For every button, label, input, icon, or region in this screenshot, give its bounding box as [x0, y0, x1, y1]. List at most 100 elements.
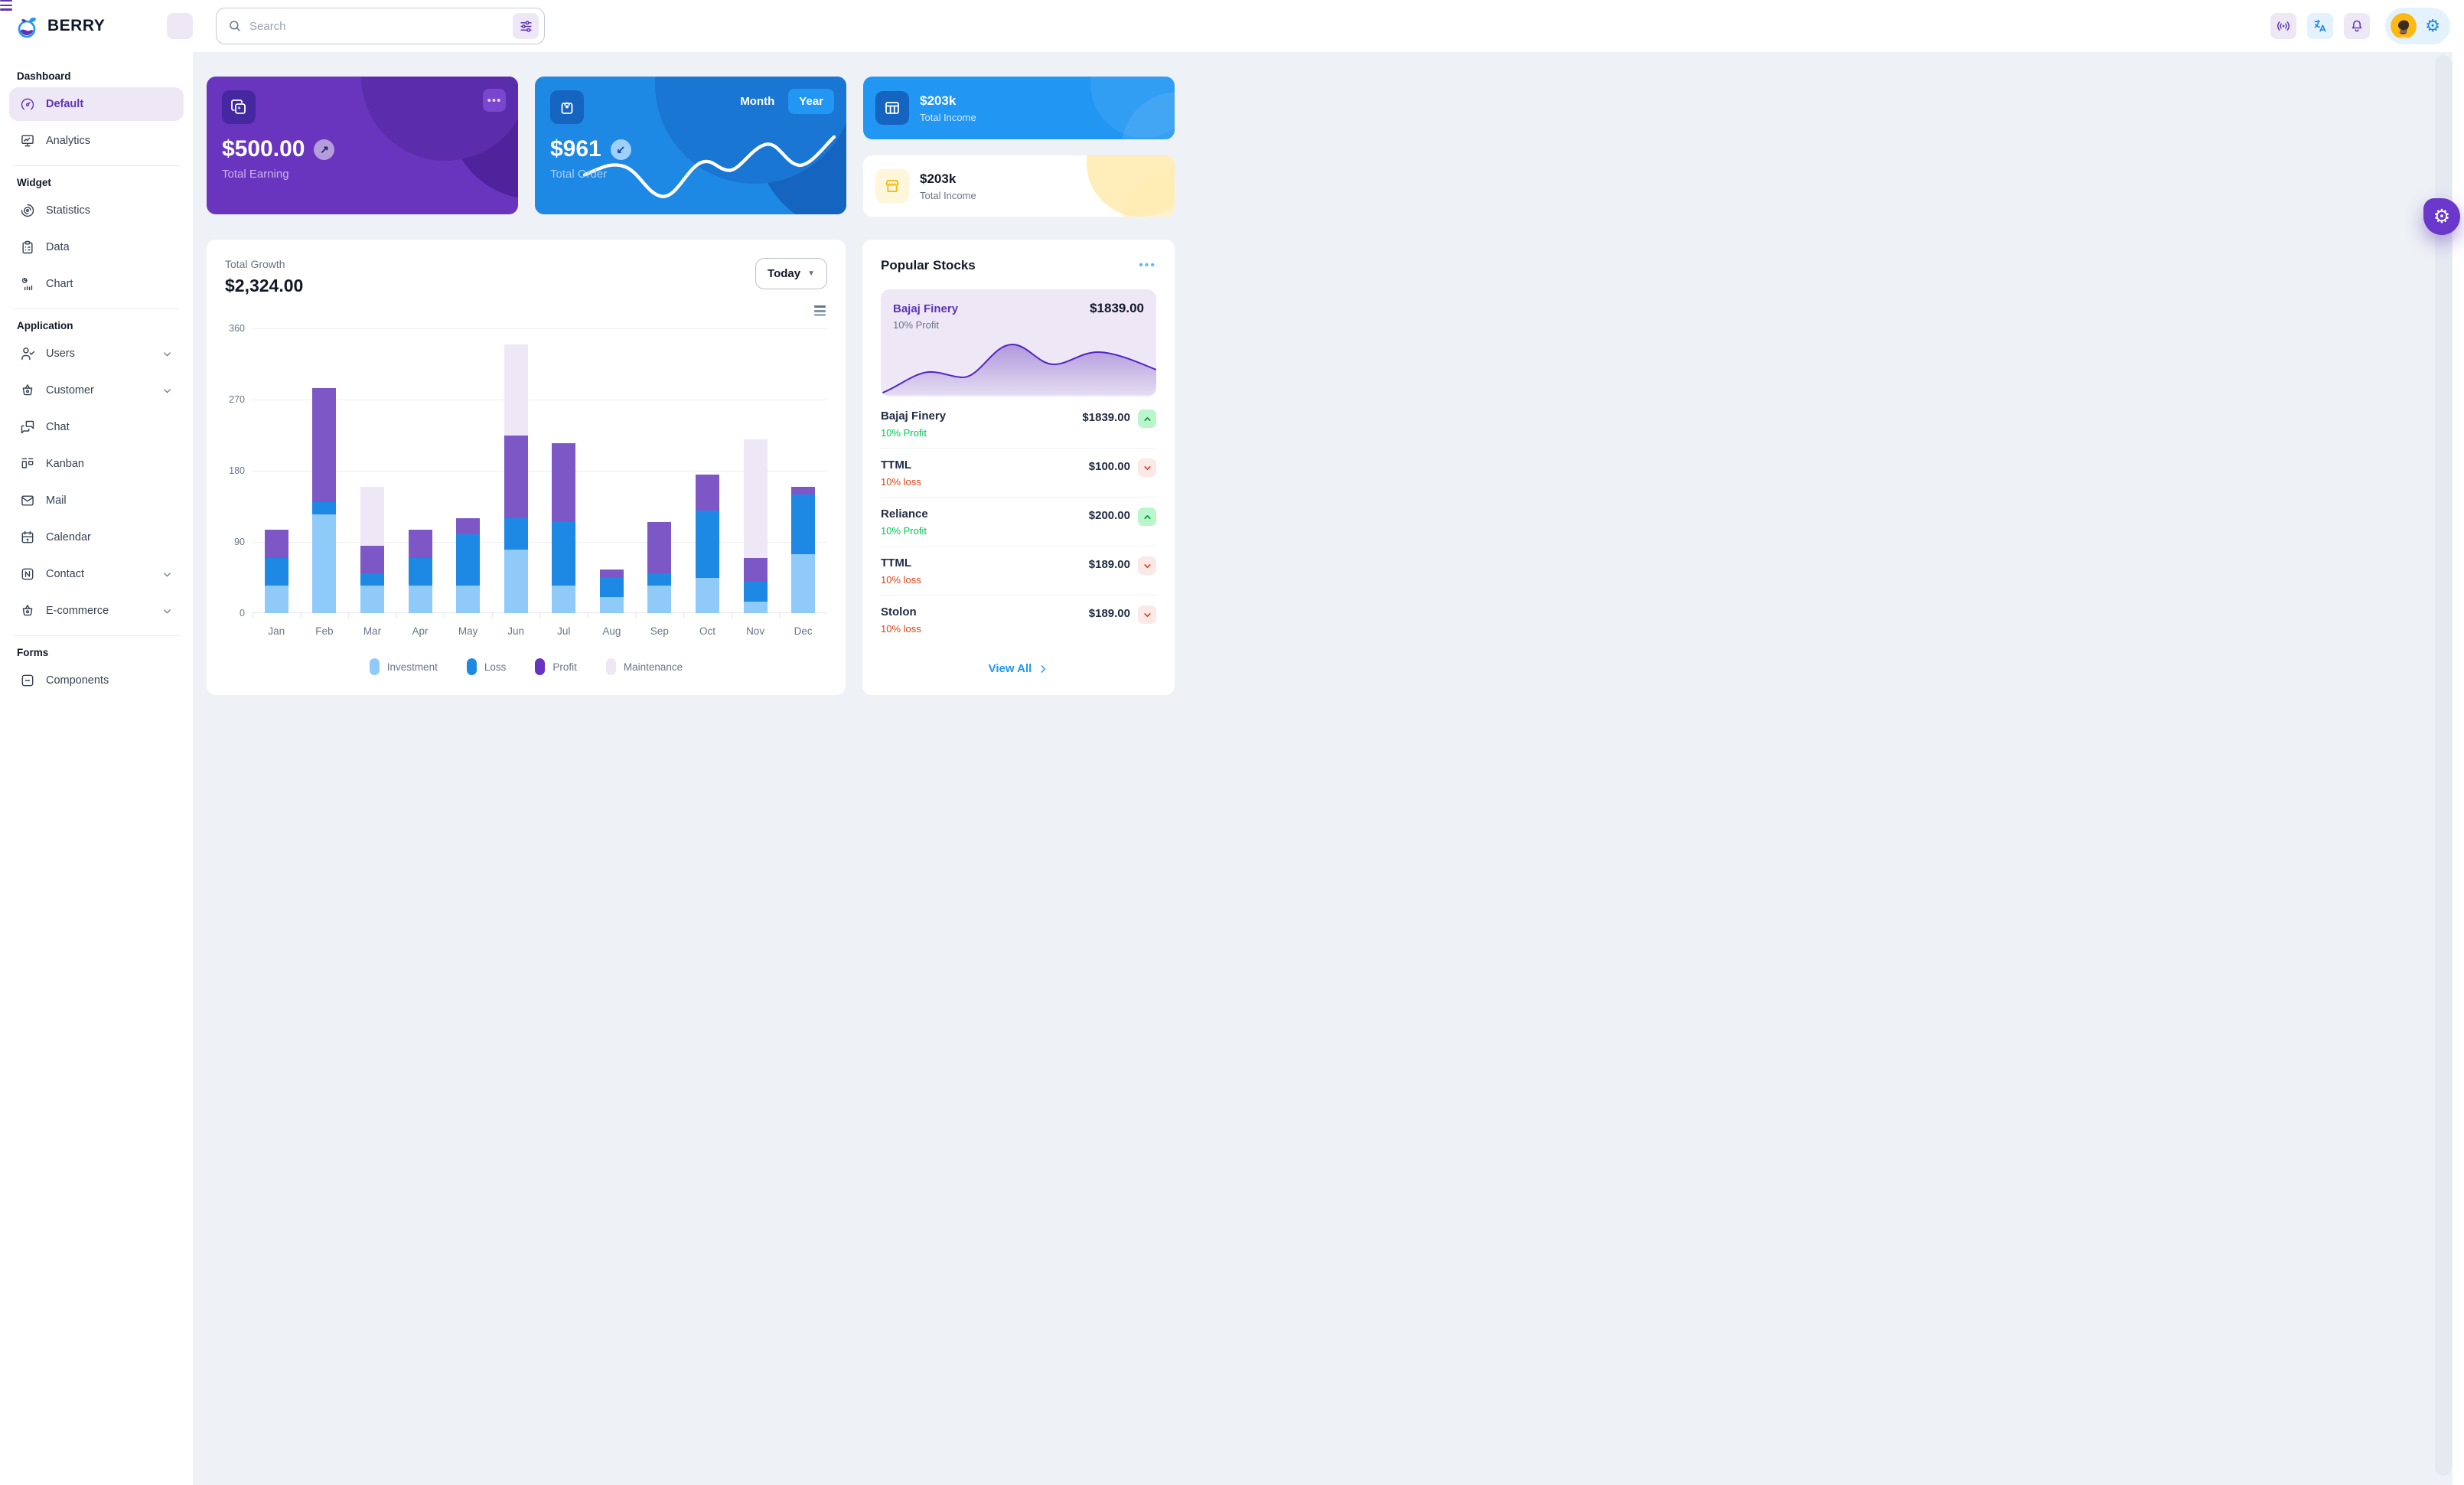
stock-row-ttml[interactable]: TTML 10% loss $189.00	[881, 547, 1156, 596]
income-label: Total Income	[920, 111, 976, 123]
chevron-down-icon	[161, 605, 173, 617]
earning-more-button[interactable]: •••	[483, 89, 506, 112]
featured-stock-card[interactable]: Bajaj Finery $1839.00 10% Profit	[881, 289, 1156, 397]
chart-menu-button[interactable]	[814, 305, 826, 316]
sidebar-item-analytics[interactable]: Analytics	[9, 124, 184, 158]
bar-segment-investment	[599, 597, 624, 613]
x-tick-label: Aug	[602, 625, 621, 637]
y-tick-label: 180	[229, 465, 245, 476]
sidebar-item-contact[interactable]: Contact	[9, 557, 184, 591]
search-filter-button[interactable]	[513, 13, 539, 39]
sidebar-item-components[interactable]: Components	[9, 664, 184, 697]
bar-group-dec	[779, 328, 827, 613]
total-income-blue-card: $203k Total Income	[863, 77, 1175, 139]
bar-segment-profit	[743, 557, 768, 582]
chart-plot-area	[253, 328, 827, 613]
sidebar-item-calendar[interactable]: Calendar	[9, 521, 184, 554]
bar-segment-investment	[743, 601, 768, 613]
featured-stock-change: 10% Profit	[893, 319, 939, 331]
stacked-bar[interactable]	[504, 344, 528, 613]
stock-row-ttml[interactable]: TTML 10% loss $100.00	[881, 449, 1156, 498]
gridline	[253, 471, 827, 472]
dashboard-icon	[20, 96, 35, 112]
growth-chart: 360 270 180 90 0 Jan Feb Mar Apr May Jun Jul Aug Sep…	[225, 305, 827, 675]
stacked-bar[interactable]	[743, 439, 768, 613]
legend-item-profit[interactable]: Profit	[535, 658, 577, 675]
bar-segment-investment	[360, 585, 384, 613]
stacked-bar[interactable]	[408, 530, 432, 613]
legend-label: Loss	[484, 661, 507, 673]
sidebar-item-data[interactable]: Data	[9, 230, 184, 264]
legend-label: Profit	[552, 661, 577, 673]
total-earning-card: ••• $500.00 ↗ Total Earning	[207, 77, 518, 214]
brand-name: BERRY	[47, 17, 106, 34]
bar-segment-maintenance	[504, 344, 528, 436]
total-order-label: Total Order	[550, 168, 608, 181]
stock-row-stolon[interactable]: Stolon 10% loss $189.00	[881, 596, 1156, 644]
stacked-bar[interactable]	[552, 442, 576, 613]
stock-row-bajaj-finery[interactable]: Bajaj Finery 10% Profit $1839.00	[881, 400, 1156, 449]
legend-item-loss[interactable]: Loss	[466, 658, 507, 675]
sidebar-item-e-commerce[interactable]: E-commerce	[9, 594, 184, 628]
sidebar-item-label: Chat	[46, 421, 70, 433]
search-input[interactable]	[249, 19, 505, 33]
sidebar-item-users[interactable]: Users	[9, 337, 184, 370]
x-tick-label: May	[458, 625, 478, 637]
income-value: $203k	[920, 93, 957, 108]
sidebar-item-chat[interactable]: Chat	[9, 410, 184, 444]
trend-up-badge[interactable]: ↗	[314, 139, 335, 160]
total-earning-label: Total Earning	[222, 168, 289, 181]
stacked-bar[interactable]	[791, 486, 816, 613]
sidebar-toggle-button[interactable]	[0, 0, 193, 39]
growth-label: Total Growth	[225, 258, 285, 270]
notifications-button[interactable]	[2344, 13, 2371, 39]
stock-list: Bajaj Finery 10% Profit $1839.00 TTML 10…	[881, 400, 1156, 644]
stacked-bar[interactable]	[456, 517, 481, 613]
stock-price: $189.00	[1088, 558, 1130, 571]
stacked-bar[interactable]	[599, 570, 624, 613]
stacked-bar[interactable]	[264, 530, 288, 613]
trend-down-badge[interactable]: ↙	[610, 139, 631, 160]
bar-segment-loss	[552, 522, 576, 586]
stacked-bar[interactable]	[312, 387, 337, 613]
order-toggle-month[interactable]: Month	[740, 95, 775, 108]
sidebar-item-kanban[interactable]: Kanban	[9, 447, 184, 481]
bar-segment-investment	[695, 577, 719, 613]
sidebar-item-mail[interactable]: Mail	[9, 484, 184, 517]
stacked-bar[interactable]	[647, 522, 672, 613]
live-status-button[interactable]	[2270, 13, 2297, 39]
gear-icon: ⚙	[2433, 205, 2451, 227]
total-income-light-card: $203k Total Income	[863, 155, 1175, 217]
sidebar-item-default[interactable]: Default	[9, 87, 184, 121]
sidebar-item-statistics[interactable]: Statistics	[9, 194, 184, 227]
stocks-more-button[interactable]: •••	[1139, 259, 1156, 272]
detail-row: Total Growth $2,324.00 Today ▼ 360 270 180…	[207, 240, 1175, 695]
customizer-fab-button[interactable]: ⚙	[2423, 198, 2460, 235]
table-icon	[885, 102, 899, 114]
stacked-bar[interactable]	[360, 486, 384, 613]
stock-row-reliance[interactable]: Reliance 10% Profit $200.00	[881, 498, 1156, 547]
sidebar-item-customer[interactable]: Customer	[9, 374, 184, 407]
chevron-down-badge	[1138, 605, 1156, 624]
stocks-title: Popular Stocks	[881, 258, 976, 273]
stock-name: Bajaj Finery	[881, 410, 947, 423]
bar-segment-profit	[599, 570, 624, 578]
stock-change: 10% loss	[881, 574, 921, 586]
sidebar-item-label: Components	[46, 674, 109, 687]
stock-name: Reliance	[881, 508, 928, 521]
legend-item-maintenance[interactable]: Maintenance	[605, 658, 683, 675]
stacked-bar[interactable]	[695, 475, 719, 613]
scrollbar-thumb[interactable]	[2435, 55, 2452, 1476]
language-button[interactable]	[2307, 13, 2334, 39]
growth-range-select[interactable]: Today ▼	[755, 258, 827, 289]
order-toggle-year[interactable]: Year	[788, 89, 834, 114]
bar-group-may	[444, 328, 492, 613]
profile-menu-button[interactable]: ⚙	[2385, 8, 2450, 44]
sidebar-divider	[14, 635, 179, 636]
shopping-bag-icon	[561, 102, 573, 114]
bar-segment-loss	[791, 494, 816, 554]
sidebar-item-chart[interactable]: Chart	[9, 267, 184, 301]
view-all-link[interactable]: View All	[881, 662, 1156, 677]
legend-item-investment[interactable]: Investment	[369, 658, 438, 675]
bar-segment-maintenance	[743, 439, 768, 558]
